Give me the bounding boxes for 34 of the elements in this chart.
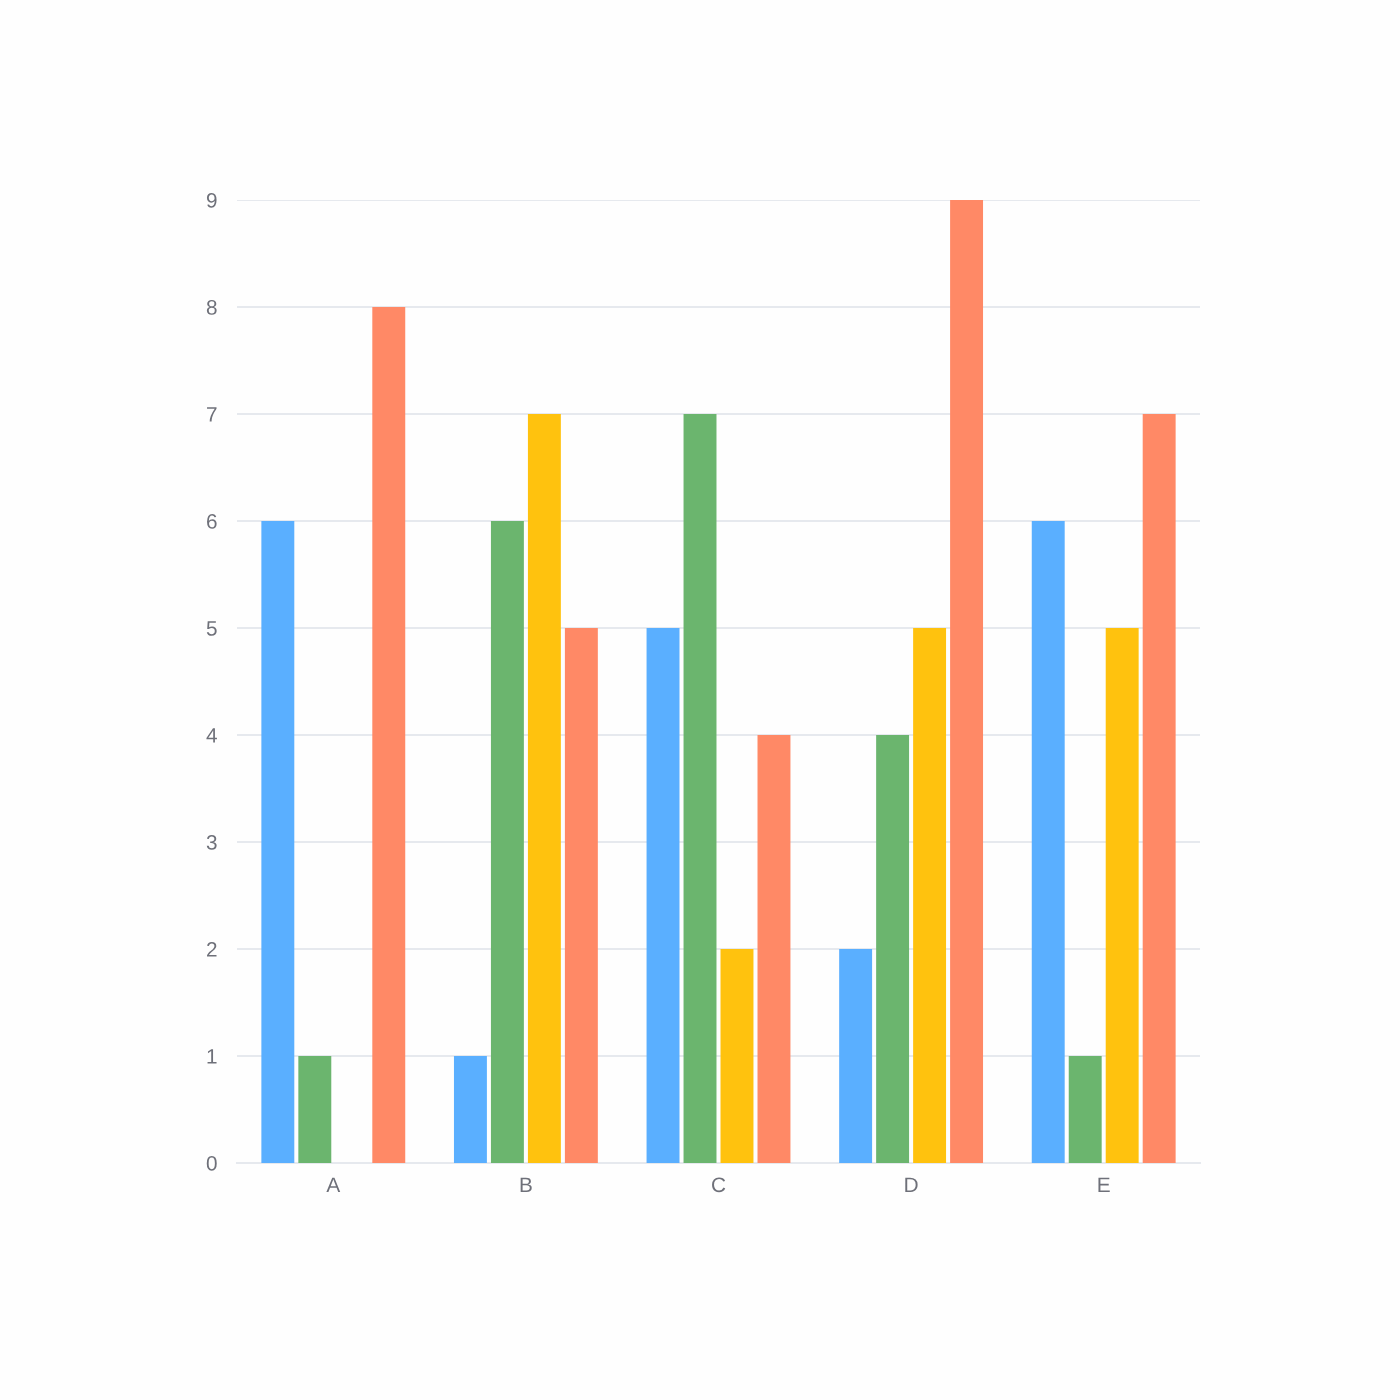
y-tick-label: 2 <box>207 942 217 957</box>
bar <box>876 735 910 1163</box>
bar <box>527 414 561 1163</box>
bar <box>490 521 524 1163</box>
y-tick-label: 9 <box>206 193 217 208</box>
bar <box>1105 628 1139 1163</box>
bar <box>950 200 984 1163</box>
bar <box>453 1056 487 1163</box>
bar <box>757 735 791 1163</box>
bar <box>1068 1056 1102 1163</box>
x-tick-label: C <box>712 1177 726 1193</box>
y-tick-label: 4 <box>206 728 217 743</box>
y-tick-label: 0 <box>206 1156 217 1171</box>
bar <box>720 949 754 1163</box>
y-tick-label: 1 <box>207 1049 217 1064</box>
y-tick-label: 5 <box>206 621 217 636</box>
bar <box>646 628 680 1163</box>
y-tick-label: 3 <box>206 835 217 850</box>
bar <box>1142 414 1176 1163</box>
x-tick-label: E <box>1098 1177 1110 1192</box>
x-tick-label: D <box>905 1177 918 1192</box>
bar <box>298 1056 332 1163</box>
bar <box>913 628 947 1163</box>
bar <box>1031 521 1065 1163</box>
y-tick-label: 6 <box>207 514 217 529</box>
bar <box>683 414 717 1163</box>
x-tick-label: A <box>326 1177 341 1192</box>
bar <box>261 521 295 1163</box>
x-tick-label: B <box>520 1177 532 1192</box>
y-tick-label: 7 <box>207 407 217 422</box>
bar <box>839 949 873 1163</box>
y-tick-label: 8 <box>206 300 217 315</box>
bar <box>372 307 406 1163</box>
bar <box>564 628 598 1163</box>
